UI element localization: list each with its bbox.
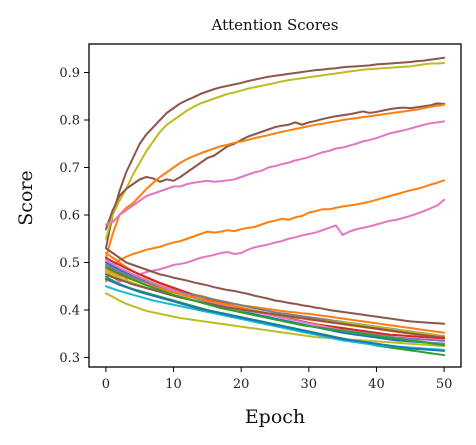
x-tick-label: 10 [165,377,182,392]
y-tick-label: 0.9 [59,66,80,81]
x-tick-label: 20 [233,377,250,392]
x-tick-label: 30 [301,377,318,392]
y-tick-label: 0.8 [59,114,80,129]
plot-area [104,56,446,357]
series-line-21 [104,273,446,339]
series-line-9 [104,292,446,348]
y-tick-label: 0.4 [59,304,80,319]
axes: 0 10 20 30 40 50 0.3 0.4 0.5 0.6 0.7 0.8 0.9 [59,43,462,392]
series-line-8 [104,247,446,325]
x-tick-label: 0 [102,377,110,392]
series-line-1 [104,56,446,250]
x-axis-label: Epoch [245,406,305,428]
x-tick-label: 50 [436,377,453,392]
series-line-3 [104,102,446,231]
series-line-4 [104,103,446,259]
y-tick-label: 0.6 [59,209,80,224]
series-lines [104,56,446,357]
series-line-2 [104,62,446,240]
y-tick-label: 0.7 [59,161,80,176]
plot-frame [88,43,462,368]
series-line-13 [104,252,446,334]
series-line-6 [104,179,446,283]
y-tick-label: 0.5 [59,256,80,271]
series-line-22 [104,266,446,347]
y-axis-label: Score [15,170,37,225]
y-tick-label: 0.3 [59,351,80,366]
series-line-5 [104,120,446,226]
series-line-7 [104,198,446,283]
series-line-19 [104,278,446,352]
x-tick-label: 40 [368,377,385,392]
chart-title: Attention Scores [211,16,339,34]
